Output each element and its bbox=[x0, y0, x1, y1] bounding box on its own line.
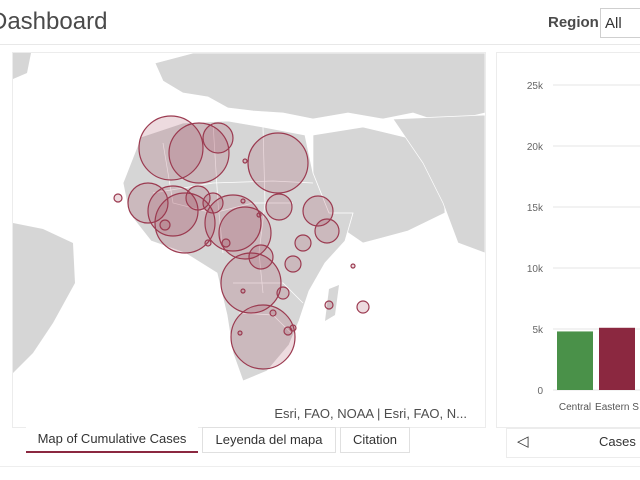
map-panel[interactable]: Esri, FAO, NOAA | Esri, FAO, N... bbox=[12, 52, 486, 428]
map-attribution: Esri, FAO, NOAA | Esri, FAO, N... bbox=[274, 406, 467, 421]
case-bubble[interactable] bbox=[202, 192, 224, 214]
case-bubble[interactable] bbox=[242, 158, 248, 164]
case-bubble[interactable] bbox=[283, 326, 293, 336]
bar-eastern-s[interactable] bbox=[599, 327, 635, 390]
case-bubble[interactable] bbox=[356, 300, 370, 314]
y-tick-label: 15k bbox=[527, 203, 544, 214]
case-bubble[interactable] bbox=[240, 198, 246, 204]
case-bubble[interactable] bbox=[247, 132, 309, 194]
case-bubble[interactable] bbox=[240, 288, 246, 294]
case-bubble[interactable] bbox=[113, 193, 123, 203]
case-bubble[interactable] bbox=[256, 212, 262, 218]
region-label: Region bbox=[548, 14, 599, 31]
case-bubble[interactable] bbox=[168, 122, 230, 184]
case-bubble[interactable] bbox=[269, 309, 277, 317]
bar-central[interactable] bbox=[557, 331, 593, 390]
case-bubble[interactable] bbox=[294, 234, 312, 252]
header-bar: Dashboard Region All bbox=[0, 0, 640, 45]
page-title: Dashboard bbox=[0, 8, 108, 35]
x-tick-label: Eastern S bbox=[595, 402, 639, 413]
x-tick-label: Central bbox=[559, 402, 591, 413]
africa-map[interactable] bbox=[13, 53, 485, 427]
y-tick-label: 10k bbox=[527, 264, 544, 275]
chart-footer: ◁ Cases b bbox=[506, 428, 640, 458]
y-tick-label: 20k bbox=[527, 142, 544, 153]
tab-legend[interactable]: Leyenda del mapa bbox=[202, 427, 336, 453]
tab-map-cumulative[interactable]: Map of Cumulative Cases bbox=[26, 427, 198, 453]
y-tick-label: 5k bbox=[532, 325, 544, 336]
case-bubble[interactable] bbox=[185, 185, 211, 211]
tab-citation[interactable]: Citation bbox=[340, 427, 410, 453]
case-bubble[interactable] bbox=[284, 255, 302, 273]
case-bubble[interactable] bbox=[154, 192, 216, 254]
case-bubble[interactable] bbox=[138, 115, 204, 181]
case-bubble[interactable] bbox=[237, 330, 243, 336]
case-bubble[interactable] bbox=[220, 252, 282, 314]
case-bubble[interactable] bbox=[230, 304, 296, 370]
y-tick-label: 0 bbox=[537, 386, 543, 397]
region-select[interactable]: All bbox=[600, 8, 640, 38]
y-tick-label: 25k bbox=[527, 81, 544, 92]
case-bubble[interactable] bbox=[202, 122, 234, 154]
cases-chart-panel: 0 5k 10k 15k 20k 25k Central Eastern S bbox=[496, 52, 640, 428]
chart-caption: Cases b bbox=[599, 434, 640, 449]
case-bubble[interactable] bbox=[204, 239, 212, 247]
cases-bar-chart: 0 5k 10k 15k 20k 25k Central Eastern S bbox=[527, 81, 640, 413]
case-bubble[interactable] bbox=[265, 193, 293, 221]
case-bubble[interactable] bbox=[324, 300, 334, 310]
chevron-left-icon[interactable]: ◁ bbox=[517, 433, 529, 450]
case-bubble[interactable] bbox=[248, 244, 274, 270]
case-bubble[interactable] bbox=[218, 206, 272, 260]
case-bubble[interactable] bbox=[350, 263, 356, 269]
case-bubble[interactable] bbox=[276, 286, 290, 300]
case-bubble[interactable] bbox=[221, 238, 231, 248]
divider bbox=[0, 466, 640, 467]
case-bubble[interactable] bbox=[159, 219, 171, 231]
case-bubble[interactable] bbox=[127, 182, 169, 224]
case-bubble[interactable] bbox=[314, 218, 340, 244]
case-bubbles bbox=[113, 115, 370, 370]
